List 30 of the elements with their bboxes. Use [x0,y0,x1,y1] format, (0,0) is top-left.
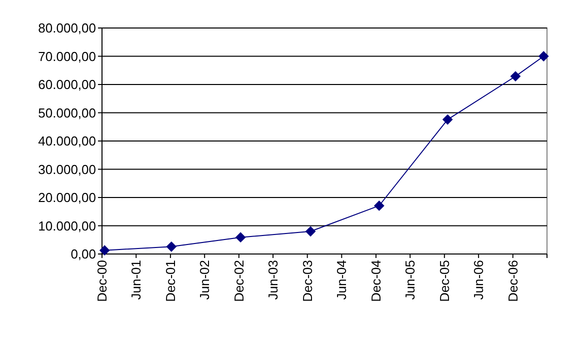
x-tick-label: Dec-01 [162,260,178,302]
x-tick-label: Jun-03 [266,260,281,300]
y-tick-label: 30.000,00 [38,162,96,177]
y-tick-label: 50.000,00 [38,105,96,120]
y-tick-label: 80.000,00 [38,20,96,36]
y-tick-label: 70.000,00 [38,48,96,64]
x-tick-label: Dec-05 [436,260,452,302]
point [374,200,384,211]
x-tick-label: Dec-04 [368,260,384,302]
x-tick-label: Jun-05 [402,260,418,300]
point [442,114,453,125]
point [236,232,246,242]
x-tick-label: Dec-03 [300,260,315,302]
point [510,71,520,82]
point [166,242,176,252]
point [538,51,549,62]
point [306,226,316,236]
y-tick-label: 20.000,00 [38,190,96,206]
y-tick-label: 0,00 [70,246,96,262]
x-tick-label: Jun-01 [128,260,144,300]
x-tick-label: Dec-00 [94,260,110,302]
x-tick-label: Dec-06 [505,260,520,302]
y-tick-label: 40.000,00 [38,134,96,149]
x-tick-label: Jun-06 [471,260,486,300]
x-tick-label: Jun-04 [334,260,350,300]
y-tick-label: 60.000,00 [38,77,96,92]
x-tick-label: Jun-02 [197,260,212,300]
point [100,245,110,256]
x-tick-label: Dec-02 [231,260,246,302]
y-tick-label: 10.000,00 [38,218,96,234]
